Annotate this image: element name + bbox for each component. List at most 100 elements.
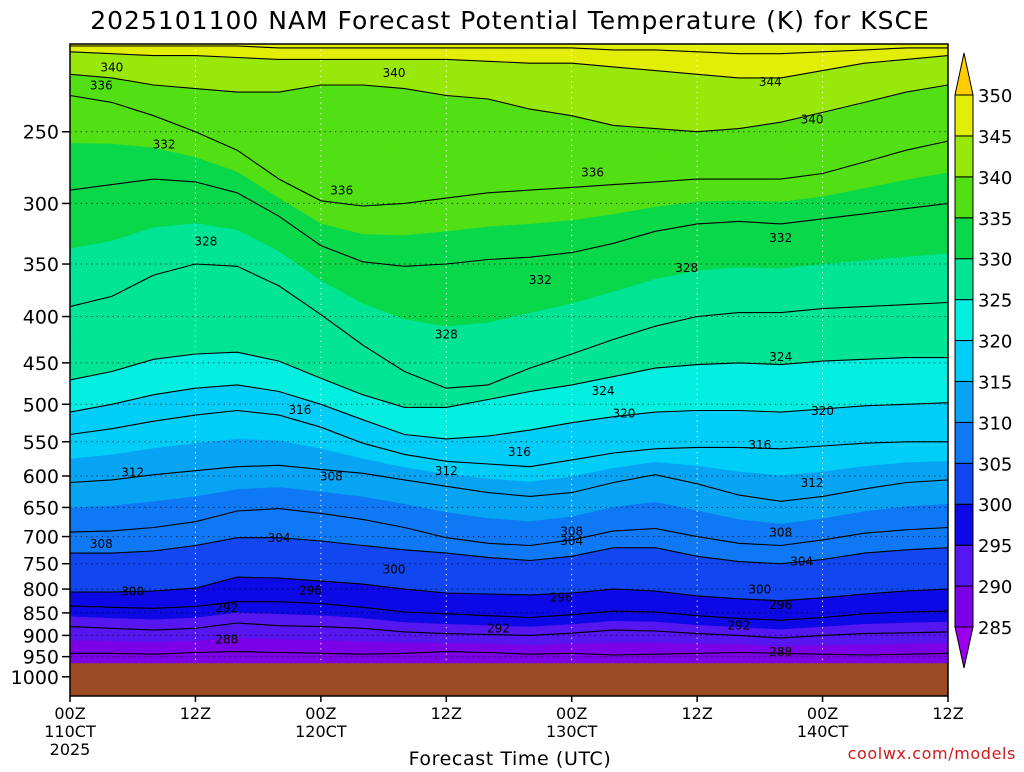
y-tick-label: 800 — [23, 579, 59, 601]
colorbar-tick-label: 300 — [978, 495, 1012, 516]
isentrope-300 — [70, 576, 948, 602]
contour-label: 316 — [508, 445, 531, 459]
colorbar-tick-label: 330 — [978, 250, 1012, 271]
contour-label: 328 — [675, 261, 698, 275]
contour-label: 308 — [320, 469, 343, 483]
y-tick-label: 850 — [23, 603, 59, 625]
contour-label: 332 — [769, 231, 792, 245]
isentrope-332 — [70, 178, 948, 267]
colorbar-segment — [954, 503, 974, 546]
contour-label: 296 — [299, 584, 322, 598]
contour-label: 292 — [487, 621, 510, 635]
contour-label: 312 — [435, 464, 458, 478]
x-tick-label: 120CT — [295, 722, 347, 741]
contour-label: 336 — [581, 166, 604, 180]
isentrope-layer — [70, 45, 948, 656]
x-tick-label: 00Z — [556, 704, 587, 723]
contour-label: 304 — [268, 531, 291, 545]
contour-label: 300 — [121, 585, 144, 599]
isentrope-340 — [70, 73, 948, 133]
x-tick-label: 00Z — [54, 704, 85, 723]
colorbar-tick-label: 320 — [978, 332, 1012, 353]
y-tick-label: 750 — [23, 554, 59, 576]
colorbar-segment — [954, 176, 974, 219]
contour-label: 308 — [90, 537, 113, 551]
contour-label: 308 — [560, 524, 583, 538]
contour-label: 332 — [153, 138, 176, 152]
contour-label: 336 — [330, 184, 353, 198]
colorbar-high-arrow — [954, 52, 974, 96]
colorbar-tick-label: 350 — [978, 86, 1012, 107]
y-tick-label: 950 — [23, 647, 59, 669]
contour-label: 328 — [435, 327, 458, 341]
x-tick-label: 140CT — [797, 722, 849, 741]
contour-label: 296 — [550, 590, 573, 604]
isentrope-348 — [70, 45, 948, 55]
y-tick-label: 300 — [23, 193, 59, 215]
contour-label: 300 — [383, 562, 406, 576]
colorbar-segment — [954, 544, 974, 587]
terrain-layer — [70, 663, 948, 696]
contour-label: 304 — [560, 534, 583, 548]
isentrope-296 — [70, 601, 948, 621]
contour-label: 340 — [100, 60, 123, 74]
colorbar-tick-label: 345 — [978, 127, 1012, 148]
colorbar-tick-label: 325 — [978, 291, 1012, 312]
x-axis-label: Forecast Time (UTC) — [409, 748, 612, 768]
x-tick-label: 12Z — [932, 704, 963, 723]
colorbar-segment — [954, 380, 974, 423]
x-tick-label: 12Z — [431, 704, 462, 723]
contour-label: 288 — [769, 645, 792, 659]
plot-frame — [69, 43, 949, 697]
colorbar-tick-label: 285 — [978, 618, 1012, 639]
colorbar-low-arrow — [954, 626, 974, 669]
terrain-surface — [70, 663, 948, 696]
colorbar-tick-label: 295 — [978, 536, 1012, 557]
colorbar-tick-label: 305 — [978, 454, 1012, 475]
y-tick-label: 600 — [23, 466, 59, 488]
isentrope-316 — [70, 409, 948, 468]
isentrope-328 — [70, 263, 948, 389]
isentrope-344 — [70, 51, 948, 79]
colorbar-tick-label: 340 — [978, 168, 1012, 189]
isentrope-304 — [70, 537, 948, 565]
plot-area: 340 336 332 340 344 340 336 336 332 328 332 328 328 3… — [70, 44, 948, 696]
contour-label: 288 — [215, 632, 238, 646]
contour-label: 320 — [613, 406, 636, 420]
contour-label: 320 — [811, 404, 834, 418]
contour-label: 292 — [727, 619, 750, 633]
contour-label: 304 — [790, 555, 813, 569]
y-tick-label: 1000 — [11, 667, 59, 689]
y-tick-label: 700 — [23, 527, 59, 549]
contour-label: 332 — [529, 273, 552, 287]
colorbar: 285 290 295 300 305 310 315 320 325 330 335 340 345 3… — [954, 52, 1012, 669]
x-tick-label: 12Z — [180, 704, 211, 723]
isentrope-308 — [70, 508, 948, 547]
x-tick-label: 00Z — [305, 704, 336, 723]
colorbar-segment — [954, 462, 974, 505]
isentrope-292 — [70, 622, 948, 639]
colorbar-segment — [954, 299, 974, 342]
y-tick-label: 650 — [23, 497, 59, 519]
contour-label: 312 — [801, 476, 824, 490]
x-tick-label: 130CT — [546, 722, 598, 741]
isentrope-312 — [70, 464, 948, 502]
colorbar-tick-label: 310 — [978, 413, 1012, 434]
credit-text[interactable]: coolwx.com/models — [848, 744, 1016, 763]
contour-label: 316 — [748, 438, 771, 452]
contour-label: 344 — [759, 75, 782, 89]
x-tick-label: 00Z — [807, 704, 838, 723]
temperature-fill-layer — [70, 44, 948, 696]
contour-label: 328 — [194, 234, 217, 248]
colorbar-segment — [954, 94, 974, 137]
colorbar-tick-label: 315 — [978, 372, 1012, 393]
contour-label: 316 — [288, 403, 311, 417]
grid-layer — [70, 44, 948, 696]
y-tick-label: 400 — [23, 307, 59, 329]
contour-label: 324 — [592, 384, 615, 398]
contour-label: 324 — [769, 350, 792, 364]
contour-label: 340 — [801, 112, 824, 126]
contour-label: 296 — [769, 598, 792, 612]
contour-label: 308 — [769, 526, 792, 540]
